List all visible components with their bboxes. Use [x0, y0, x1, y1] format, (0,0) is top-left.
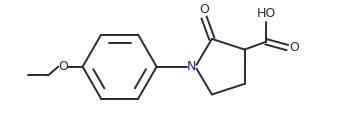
Text: HO: HO: [256, 7, 275, 20]
Text: O: O: [290, 41, 299, 54]
Text: O: O: [199, 3, 209, 16]
Text: N: N: [187, 60, 196, 73]
Text: O: O: [58, 60, 68, 73]
